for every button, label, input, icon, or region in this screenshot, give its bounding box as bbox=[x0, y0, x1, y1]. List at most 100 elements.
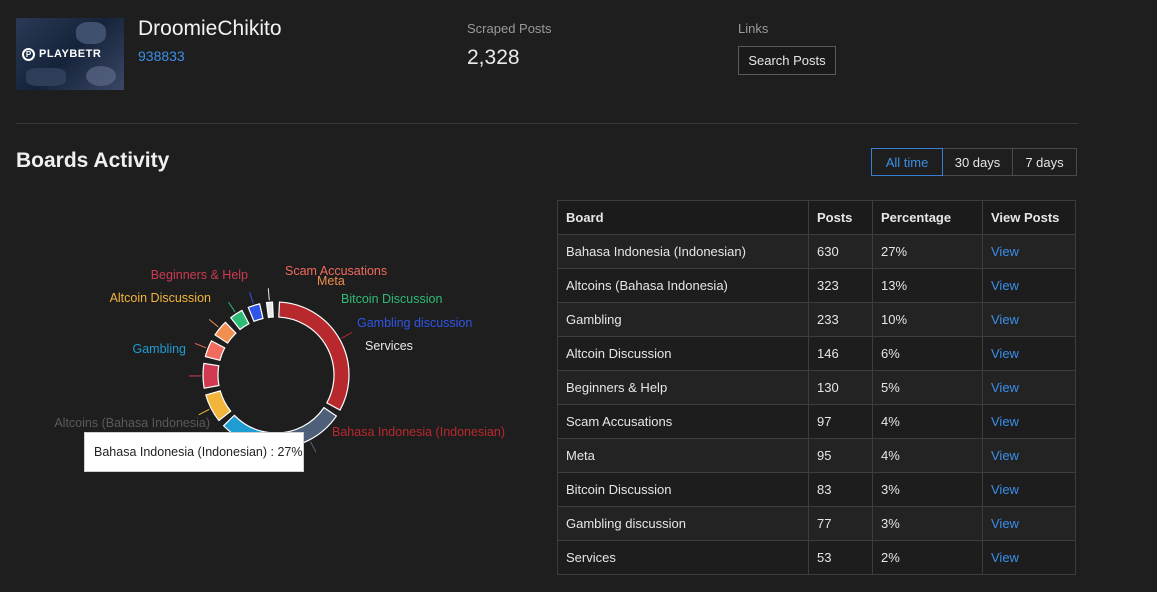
slice-label: Altcoins (Bahasa Indonesia) bbox=[54, 416, 210, 430]
board-cell: Altcoins (Bahasa Indonesia) bbox=[557, 268, 809, 303]
view-posts-link[interactable]: View bbox=[991, 312, 1019, 327]
slice-leader-line bbox=[208, 318, 219, 328]
board-cell: Beginners & Help bbox=[557, 370, 809, 405]
header-divider bbox=[16, 123, 1078, 124]
percentage-cell: 27% bbox=[872, 234, 983, 269]
range-30-days-button[interactable]: 30 days bbox=[942, 148, 1013, 176]
slice-leader-line bbox=[249, 291, 254, 304]
scraped-posts-value: 2,328 bbox=[467, 46, 520, 69]
scraped-posts-label: Scraped Posts bbox=[467, 21, 552, 36]
view-cell: View bbox=[982, 336, 1076, 371]
slice-label: Bitcoin Discussion bbox=[341, 292, 442, 306]
slice-leader-line bbox=[310, 441, 317, 453]
posts-cell: 53 bbox=[808, 540, 873, 575]
time-range-group: All time 30 days 7 days bbox=[871, 148, 1077, 176]
avatar-decoration bbox=[26, 68, 66, 86]
boards-table: Board Posts Percentage View Posts Bahasa… bbox=[557, 200, 1076, 575]
table-row: Gambling discussion 77 3% View bbox=[557, 506, 1076, 541]
chart-tooltip: Bahasa Indonesia (Indonesian) : 27% bbox=[84, 432, 304, 472]
board-cell: Bahasa Indonesia (Indonesian) bbox=[557, 234, 809, 269]
slice-leader-line bbox=[198, 408, 210, 416]
percentage-cell: 10% bbox=[872, 302, 983, 337]
table-header-row: Board Posts Percentage View Posts bbox=[557, 200, 1076, 235]
column-header-percentage: Percentage bbox=[872, 200, 983, 235]
view-posts-link[interactable]: View bbox=[991, 516, 1019, 531]
percentage-cell: 3% bbox=[872, 506, 983, 541]
view-cell: View bbox=[982, 234, 1076, 269]
view-posts-link[interactable]: View bbox=[991, 482, 1019, 497]
playbetr-logo-icon: P bbox=[22, 47, 35, 61]
column-header-board: Board bbox=[557, 200, 809, 235]
slice-label: Services bbox=[365, 339, 413, 353]
username: DroomieChikito bbox=[138, 17, 282, 40]
table-row: Bitcoin Discussion 83 3% View bbox=[557, 472, 1076, 507]
view-cell: View bbox=[982, 438, 1076, 473]
view-cell: View bbox=[982, 506, 1076, 541]
section-title: Boards Activity bbox=[16, 149, 170, 172]
percentage-cell: 3% bbox=[872, 472, 983, 507]
slice-label: Altcoin Discussion bbox=[110, 291, 211, 305]
slice-label: Scam Accusations bbox=[285, 264, 387, 278]
slice-label: Gambling bbox=[133, 342, 187, 356]
view-posts-link[interactable]: View bbox=[991, 346, 1019, 361]
column-header-posts: Posts bbox=[808, 200, 873, 235]
slice-leader-line bbox=[194, 342, 207, 349]
percentage-cell: 4% bbox=[872, 438, 983, 473]
avatar-brand-text: PLAYBETR bbox=[39, 48, 102, 60]
donut-slice[interactable] bbox=[204, 340, 226, 362]
posts-cell: 130 bbox=[808, 370, 873, 405]
posts-cell: 146 bbox=[808, 336, 873, 371]
donut-slice[interactable] bbox=[265, 301, 274, 319]
percentage-cell: 2% bbox=[872, 540, 983, 575]
slice-label: Beginners & Help bbox=[151, 268, 248, 282]
donut-slice[interactable] bbox=[229, 309, 250, 331]
column-header-view-posts: View Posts bbox=[982, 200, 1076, 235]
percentage-cell: 6% bbox=[872, 336, 983, 371]
view-posts-link[interactable]: View bbox=[991, 448, 1019, 463]
donut-slice[interactable] bbox=[205, 390, 232, 422]
user-id-link[interactable]: 938833 bbox=[138, 48, 185, 64]
view-cell: View bbox=[982, 370, 1076, 405]
range-all-time-button[interactable]: All time bbox=[871, 148, 943, 176]
links-label: Links bbox=[738, 21, 769, 36]
slice-leader-line bbox=[341, 332, 353, 339]
board-cell: Altcoin Discussion bbox=[557, 336, 809, 371]
view-posts-link[interactable]: View bbox=[991, 278, 1019, 293]
view-cell: View bbox=[982, 268, 1076, 303]
view-posts-link[interactable]: View bbox=[991, 414, 1019, 429]
donut-slice[interactable] bbox=[214, 321, 237, 344]
table-row: Meta 95 4% View bbox=[557, 438, 1076, 473]
view-posts-link[interactable]: View bbox=[991, 550, 1019, 565]
percentage-cell: 5% bbox=[872, 370, 983, 405]
percentage-cell: 4% bbox=[872, 404, 983, 439]
table-row: Services 53 2% View bbox=[557, 540, 1076, 575]
avatar-decoration bbox=[76, 22, 106, 44]
search-posts-button[interactable]: Search Posts bbox=[738, 46, 836, 75]
posts-cell: 83 bbox=[808, 472, 873, 507]
profile-avatar: P PLAYBETR bbox=[16, 18, 124, 90]
avatar-brand: P PLAYBETR bbox=[22, 46, 118, 62]
posts-cell: 77 bbox=[808, 506, 873, 541]
board-cell: Gambling bbox=[557, 302, 809, 337]
board-cell: Gambling discussion bbox=[557, 506, 809, 541]
donut-slice[interactable] bbox=[278, 301, 350, 411]
view-cell: View bbox=[982, 472, 1076, 507]
slice-label: Gambling discussion bbox=[357, 316, 472, 330]
board-cell: Scam Accusations bbox=[557, 404, 809, 439]
view-cell: View bbox=[982, 302, 1076, 337]
donut-slice[interactable] bbox=[202, 362, 220, 389]
avatar-decoration bbox=[86, 66, 116, 86]
range-7-days-button[interactable]: 7 days bbox=[1012, 148, 1077, 176]
board-cell: Meta bbox=[557, 438, 809, 473]
slice-leader-line bbox=[228, 301, 236, 313]
view-posts-link[interactable]: View bbox=[991, 244, 1019, 259]
donut-slice[interactable] bbox=[247, 303, 264, 323]
view-posts-link[interactable]: View bbox=[991, 380, 1019, 395]
posts-cell: 323 bbox=[808, 268, 873, 303]
view-cell: View bbox=[982, 404, 1076, 439]
board-cell: Bitcoin Discussion bbox=[557, 472, 809, 507]
table-row: Scam Accusations 97 4% View bbox=[557, 404, 1076, 439]
table-row: Altcoins (Bahasa Indonesia) 323 13% View bbox=[557, 268, 1076, 303]
table-row: Beginners & Help 130 5% View bbox=[557, 370, 1076, 405]
table-row: Altcoin Discussion 146 6% View bbox=[557, 336, 1076, 371]
